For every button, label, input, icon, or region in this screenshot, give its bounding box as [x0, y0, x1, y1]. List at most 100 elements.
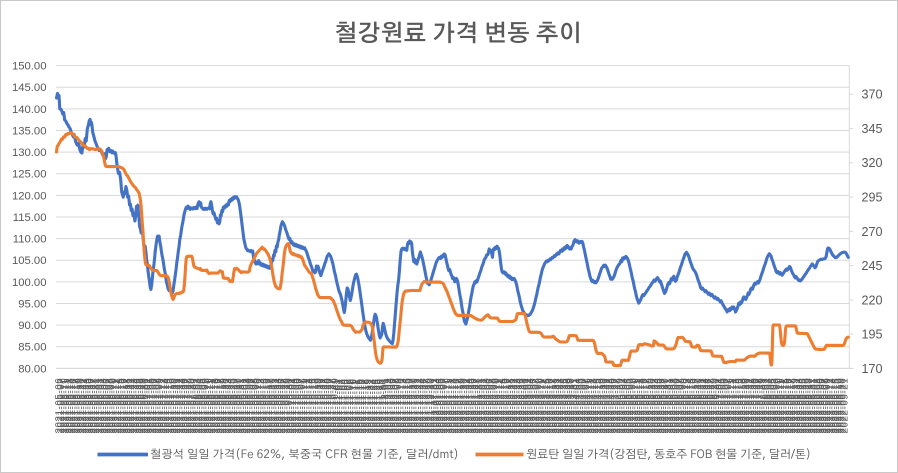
svg-text:2021-08-19: 2021-08-19 [218, 378, 229, 434]
svg-text:2021-12-02: 2021-12-02 [382, 378, 393, 434]
svg-text:2021-10-14: 2021-10-14 [306, 378, 317, 434]
svg-text:2021-08-25: 2021-08-25 [227, 378, 238, 434]
svg-text:2021-11-05: 2021-11-05 [341, 379, 352, 434]
svg-text:2022-07-12: 2022-07-12 [728, 378, 739, 434]
svg-text:2021-08-04: 2021-08-04 [194, 378, 205, 434]
svg-text:2022-09-02: 2022-09-02 [811, 378, 822, 434]
svg-text:2021-05-07: 2021-05-07 [56, 378, 67, 434]
svg-text:2022-08-31: 2022-08-31 [807, 378, 818, 434]
svg-text:2022-03-23: 2022-03-23 [555, 378, 566, 434]
svg-text:2022-09-13: 2022-09-13 [827, 378, 838, 434]
svg-text:105.00: 105.00 [12, 255, 47, 267]
svg-text:2021-08-26: 2021-08-26 [229, 378, 240, 434]
svg-text:115.00: 115.00 [13, 212, 47, 224]
svg-text:2021-07-01: 2021-07-01 [142, 378, 153, 434]
svg-text:2022-02-17: 2022-02-17 [503, 378, 514, 434]
svg-text:2022-08-18: 2022-08-18 [787, 378, 798, 434]
svg-text:2022-06-06: 2022-06-06 [671, 378, 682, 434]
svg-text:2021-07-02: 2021-07-02 [144, 378, 155, 434]
svg-text:2021-07-09: 2021-07-09 [155, 378, 166, 434]
svg-text:2022-07-08: 2022-07-08 [724, 378, 735, 434]
svg-text:2021-06-11: 2021-06-11 [111, 379, 122, 434]
svg-text:2022-08-22: 2022-08-22 [792, 378, 803, 434]
svg-text:2022-01-17: 2022-01-17 [452, 378, 463, 434]
svg-text:2022-09-08: 2022-09-08 [820, 378, 831, 434]
svg-text:2022-05-10: 2022-05-10 [630, 378, 641, 434]
svg-text:2022-07-26: 2022-07-26 [750, 378, 761, 434]
svg-text:90.00: 90.00 [18, 320, 46, 332]
svg-text:2022-02-15: 2022-02-15 [498, 378, 509, 434]
svg-text:2021-07-05: 2021-07-05 [146, 378, 157, 434]
svg-text:2021-10-11: 2021-10-11 [299, 379, 310, 434]
svg-text:2021-08-20: 2021-08-20 [220, 378, 231, 434]
svg-text:2022-03-21: 2022-03-21 [551, 378, 562, 434]
svg-text:2021-08-06: 2021-08-06 [198, 378, 209, 434]
svg-text:2022-07-21: 2022-07-21 [743, 378, 754, 434]
svg-text:2022-06-30: 2022-06-30 [711, 378, 722, 434]
svg-text:2022-06-23: 2022-06-23 [700, 378, 711, 434]
svg-text:2022-03-30: 2022-03-30 [566, 378, 577, 434]
svg-text:2022-06-20: 2022-06-20 [693, 378, 704, 434]
svg-text:2021-07-28: 2021-07-28 [183, 378, 194, 434]
svg-text:2022-02-21: 2022-02-21 [507, 378, 518, 434]
svg-text:120.00: 120.00 [12, 190, 47, 202]
svg-text:2022-05-18: 2022-05-18 [643, 378, 654, 434]
svg-text:345: 345 [862, 122, 883, 136]
svg-text:2021-09-20: 2021-09-20 [266, 378, 277, 434]
svg-text:2021-11-25: 2021-11-25 [371, 379, 382, 434]
svg-text:2021-07-15: 2021-07-15 [163, 378, 174, 434]
svg-text:170: 170 [862, 362, 883, 376]
svg-text:2022-01-13: 2022-01-13 [448, 378, 459, 434]
svg-text:2022-09-01: 2022-09-01 [809, 378, 820, 434]
svg-text:2022-07-07: 2022-07-07 [722, 378, 733, 434]
svg-text:2022-05-31: 2022-05-31 [662, 378, 673, 434]
svg-text:2022-06-15: 2022-06-15 [687, 378, 698, 434]
svg-text:2021-06-17: 2021-06-17 [120, 378, 131, 434]
svg-text:2021-10-12: 2021-10-12 [301, 378, 312, 434]
svg-text:2022-01-24: 2022-01-24 [463, 378, 474, 434]
svg-text:2022-01-25: 2022-01-25 [465, 378, 476, 434]
svg-text:2022-03-16: 2022-03-16 [544, 378, 555, 434]
svg-text:2022-06-28: 2022-06-28 [706, 378, 717, 434]
svg-text:2021-11-23: 2021-11-23 [367, 379, 378, 434]
svg-text:220: 220 [862, 293, 883, 307]
svg-text:2021-10-08: 2021-10-08 [297, 378, 308, 434]
svg-text:2022-05-23: 2022-05-23 [649, 378, 660, 434]
svg-text:2021-08-11: 2021-08-11 [205, 379, 216, 434]
svg-text:2021-07-30: 2021-07-30 [188, 378, 199, 434]
svg-text:2021-09-15: 2021-09-15 [260, 378, 271, 434]
svg-text:2021-09-27: 2021-09-27 [277, 378, 288, 434]
svg-text:270: 270 [862, 225, 883, 239]
svg-text:2022-03-28: 2022-03-28 [562, 378, 573, 434]
svg-text:2021-06-09: 2021-06-09 [107, 378, 118, 434]
svg-text:2021-11-29: 2021-11-29 [376, 379, 387, 434]
svg-text:2022-01-28: 2022-01-28 [472, 378, 483, 434]
svg-text:2021-06-08: 2021-06-08 [104, 378, 115, 434]
svg-text:110.00: 110.00 [13, 234, 47, 246]
svg-text:2021-11-01: 2021-11-01 [332, 379, 343, 434]
svg-text:2021-06-15: 2021-06-15 [115, 378, 126, 434]
svg-text:2021-09-24: 2021-09-24 [275, 378, 286, 434]
svg-text:2022-03-18: 2022-03-18 [549, 378, 560, 434]
svg-text:2022-06-02: 2022-06-02 [667, 378, 678, 434]
svg-text:2021-08-23: 2021-08-23 [223, 378, 234, 434]
svg-text:2021-11-09: 2021-11-09 [345, 379, 356, 434]
svg-text:2022-06-13: 2022-06-13 [682, 378, 693, 434]
svg-text:2021-09-22: 2021-09-22 [271, 378, 282, 434]
svg-text:2021-08-16: 2021-08-16 [212, 378, 223, 434]
svg-text:2021-05-31: 2021-05-31 [91, 378, 102, 434]
svg-text:2021-09-10: 2021-09-10 [253, 378, 264, 434]
svg-text:2022-01-18: 2022-01-18 [455, 378, 466, 434]
svg-text:2022-01-31: 2022-01-31 [474, 378, 485, 434]
svg-text:2022-03-14: 2022-03-14 [540, 378, 551, 434]
svg-text:2022-07-04: 2022-07-04 [715, 378, 726, 434]
svg-text:2022-04-21: 2022-04-21 [601, 378, 612, 434]
svg-text:2022-08-17: 2022-08-17 [785, 378, 796, 434]
svg-text:2022-03-07: 2022-03-07 [529, 378, 540, 434]
svg-text:2022-01-14: 2022-01-14 [450, 378, 461, 434]
svg-text:2022-06-01: 2022-06-01 [665, 378, 676, 434]
svg-text:2021-07-06: 2021-07-06 [148, 378, 159, 434]
svg-text:2022-08-15: 2022-08-15 [781, 378, 792, 434]
svg-text:2022-03-09: 2022-03-09 [533, 378, 544, 434]
svg-text:2021-07-20: 2021-07-20 [170, 378, 181, 434]
